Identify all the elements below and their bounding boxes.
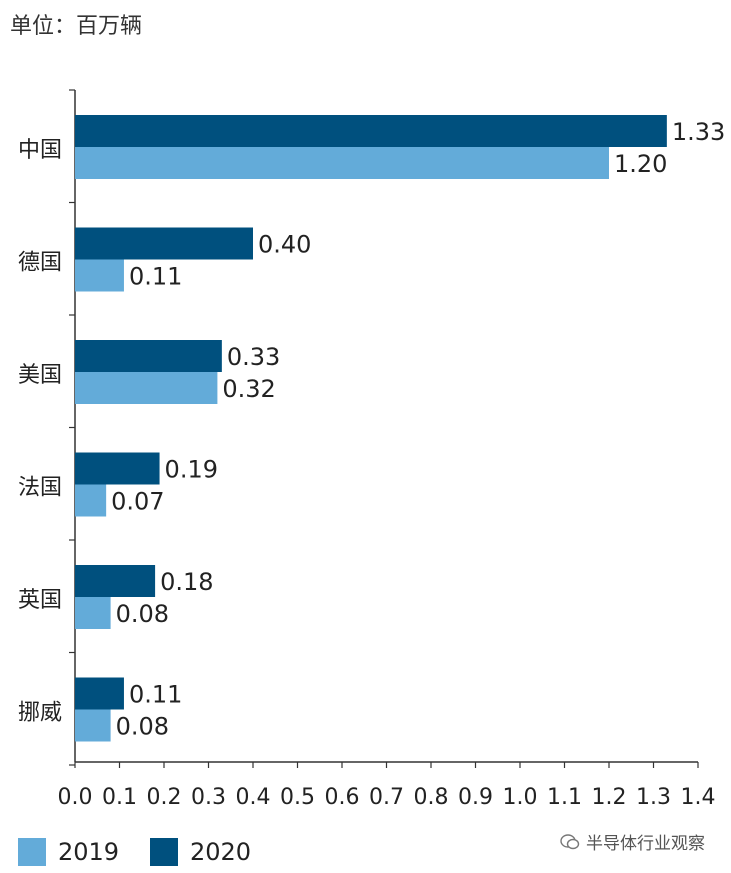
- bar-2020: [75, 452, 160, 485]
- x-tick-label: 0.7: [369, 785, 404, 810]
- category-label: 中国: [18, 138, 62, 163]
- bar-2019: [75, 597, 111, 629]
- unit-label: 单位：百万辆: [10, 14, 143, 39]
- x-tick-label: 0.5: [280, 785, 315, 810]
- x-tick-label: 1.1: [547, 785, 582, 810]
- bar-2020: [75, 227, 253, 260]
- data-label-2020: 0.11: [129, 681, 182, 709]
- data-label-2019: 0.08: [116, 600, 169, 628]
- data-label-2019: 0.07: [111, 488, 164, 516]
- bar-chart: 0.0 0.1 0.2 0.3 0.4 0.5 0.6 0.7 0.8 0.9 1.0 1.1 1.2 1…: [18, 89, 725, 810]
- legend-item-2019: 2019: [18, 838, 119, 866]
- x-tick-label: 1.3: [636, 785, 671, 810]
- category-label: 美国: [18, 363, 62, 388]
- legend-item-2020: 2020: [150, 838, 251, 866]
- bar-2020: [75, 115, 667, 147]
- bar-2020: [75, 677, 124, 710]
- wechat-icon: [560, 833, 580, 849]
- bar-2020: [75, 565, 156, 597]
- bar-2019: [75, 259, 124, 292]
- legend-label-2020: 2020: [190, 838, 252, 866]
- data-label-2019: 1.20: [614, 150, 667, 178]
- data-label-2020: 0.18: [160, 568, 213, 596]
- bar-2019: [75, 709, 111, 742]
- category-label: 德国: [18, 251, 62, 276]
- data-label-2020: 0.40: [258, 231, 311, 259]
- x-tick-label: 0.2: [147, 785, 182, 810]
- category-label: 挪威: [18, 701, 62, 726]
- bar-2019: [75, 147, 609, 179]
- data-label-2019: 0.32: [222, 375, 275, 403]
- category-label: 法国: [18, 476, 62, 501]
- x-tick-label: 1.4: [681, 785, 716, 810]
- watermark: 半导体行业观察: [560, 829, 705, 854]
- legend-swatch-2020: [150, 838, 178, 866]
- x-tick-label: 0.4: [236, 785, 271, 810]
- bar-2019: [75, 372, 218, 404]
- x-tick-label: 0.9: [458, 785, 493, 810]
- legend-label-2019: 2019: [58, 838, 120, 866]
- data-label-2020: 1.33: [672, 118, 725, 146]
- data-label-2020: 0.19: [165, 456, 218, 484]
- data-label-2019: 0.08: [116, 713, 169, 741]
- x-tick-label: 0.3: [191, 785, 226, 810]
- bar-2020: [75, 340, 222, 372]
- data-label-2020: 0.33: [227, 343, 280, 371]
- x-tick-label: 0.0: [58, 785, 93, 810]
- x-tick-label: 1.2: [592, 785, 627, 810]
- bar-2019: [75, 484, 107, 517]
- x-tick-label: 0.6: [325, 785, 360, 810]
- category-label: 英国: [18, 588, 62, 613]
- data-label-2019: 0.11: [129, 263, 182, 291]
- x-tick-label: 1.0: [503, 785, 538, 810]
- x-tick-label: 0.8: [414, 785, 449, 810]
- watermark-text: 半导体行业观察: [586, 834, 705, 854]
- x-tick-label: 0.1: [102, 785, 137, 810]
- legend-swatch-2019: [18, 838, 46, 866]
